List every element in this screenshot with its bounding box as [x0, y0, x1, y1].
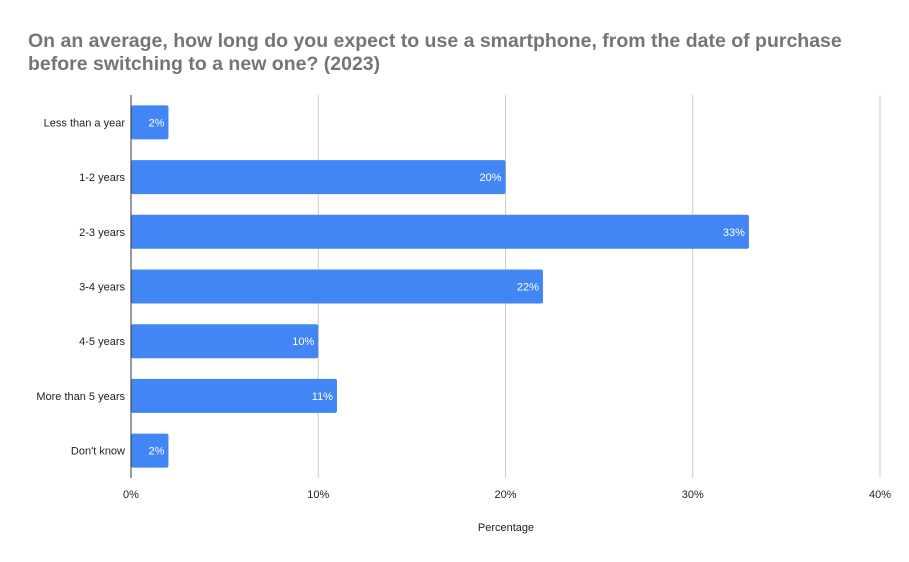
x-tick-label: 10% [307, 489, 329, 501]
data-label: 22% [517, 282, 539, 294]
data-label: 33% [723, 227, 745, 239]
bar [131, 433, 169, 468]
data-label: 11% [312, 391, 333, 403]
bar [131, 324, 319, 359]
y-tick-label: More than 5 years [36, 391, 125, 403]
x-axis-label: Percentage [478, 522, 534, 534]
y-tick-label: 4-5 years [79, 336, 125, 348]
chart-title: On an average, how long do you expect to… [28, 30, 842, 75]
x-tick-label: 0% [123, 489, 139, 501]
data-label: 10% [292, 336, 314, 348]
data-label: 2% [149, 446, 165, 458]
x-tick-label: 40% [869, 489, 891, 501]
y-tick-label: Don't know [71, 446, 125, 458]
data-label: 20% [479, 172, 501, 184]
y-tick-label: 1-2 years [79, 172, 125, 184]
y-tick-label: Less than a year [44, 117, 126, 129]
bar [131, 378, 337, 413]
data-label: 2% [149, 117, 165, 129]
y-tick-label: 3-4 years [79, 282, 125, 294]
x-tick-label: 20% [494, 489, 516, 501]
bar [131, 105, 169, 140]
bar [131, 214, 749, 249]
x-tick-label: 30% [682, 489, 704, 501]
bar [131, 269, 543, 304]
y-tick-label: 2-3 years [79, 227, 125, 239]
bar [131, 160, 506, 195]
